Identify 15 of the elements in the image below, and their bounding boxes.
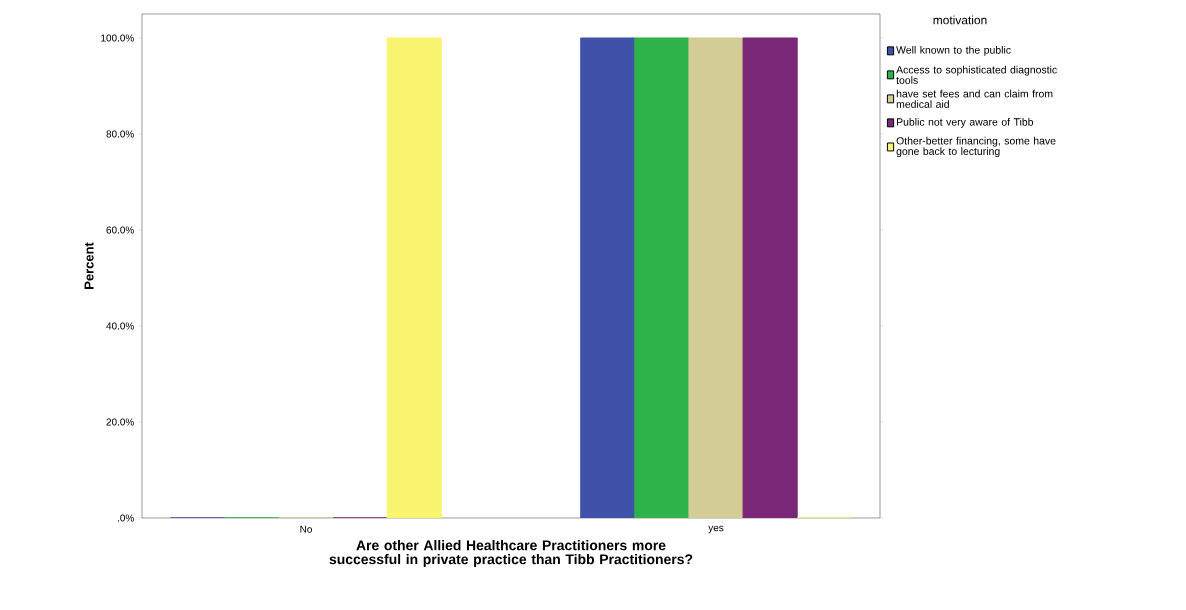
legend-label: Other-better financing, some have gone back to lecturing [896, 136, 1056, 158]
y-tick-label: 80.0% [106, 130, 134, 138]
y-tick-label: 40.0% [106, 322, 134, 330]
x-tick-label: No [300, 525, 312, 533]
x-axis-title: Are other Allied Healthcare Practitioners more successful in private practice than Tibb Practitioners? [329, 540, 693, 567]
y-tick-label: 100.0% [101, 34, 134, 42]
y-tick-label: 20.0% [106, 418, 134, 426]
y-tick-label: 60.0% [106, 226, 134, 234]
legend-label: Well known to the public [896, 45, 1011, 56]
y-axis-title: Percent [84, 242, 94, 289]
x-tick-label: yes [708, 525, 724, 534]
legend-label: have set fees and can claim from medical aid [896, 89, 1053, 108]
y-tick-label: .0% [117, 514, 134, 522]
legend-label: Public not very aware of Tibb [896, 117, 1034, 128]
legend-title: motivation [933, 15, 987, 25]
